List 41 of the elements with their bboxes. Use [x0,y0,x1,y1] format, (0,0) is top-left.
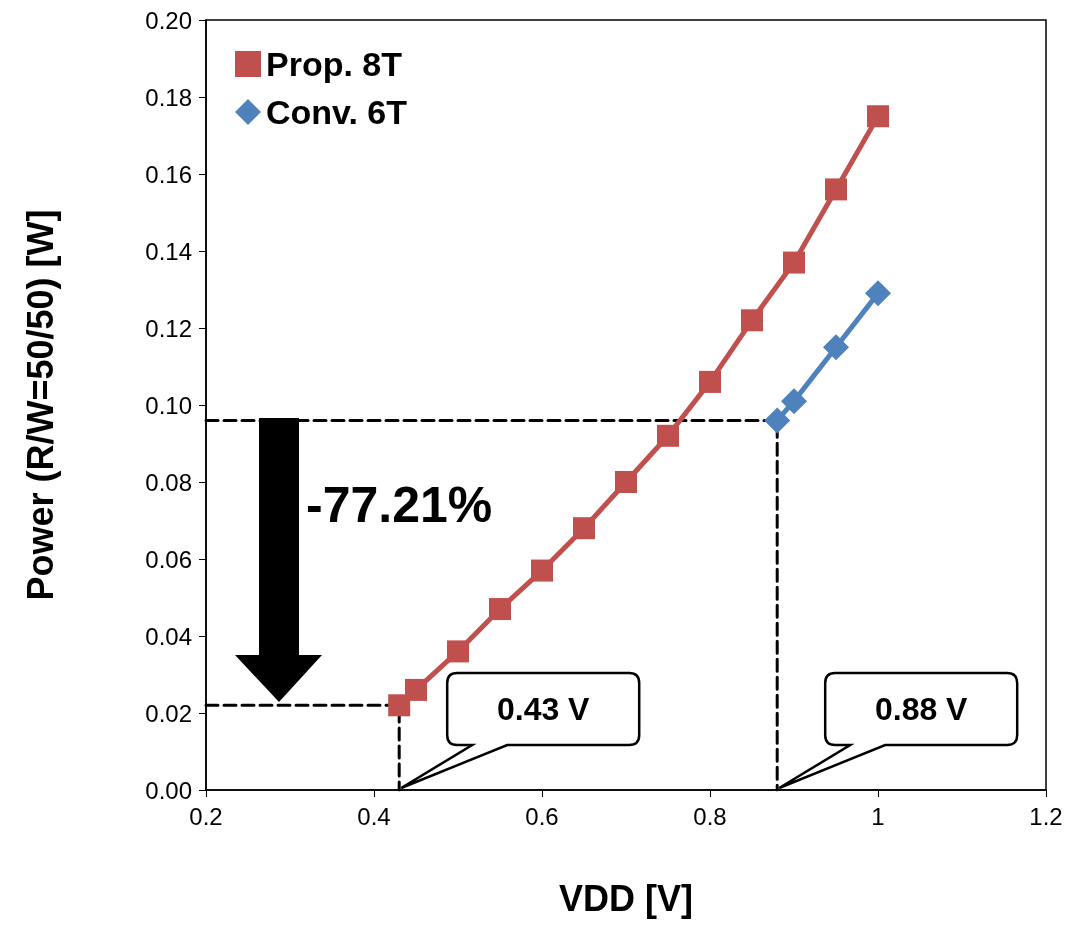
annotation: -77.21% [306,477,493,533]
point [405,678,427,701]
point [489,598,511,621]
y-axis-title: Power (R/W=50/50) [W] [19,209,61,601]
x-tick-label: 1 [871,802,885,830]
x-tick-label: 0.6 [525,802,559,830]
point [865,280,891,307]
y-tick-label: 0.14 [145,237,192,265]
point [867,105,889,128]
y-tick-label: 0.04 [145,622,192,650]
point [823,334,849,361]
point [531,559,553,582]
y-tick-label: 0.08 [145,468,192,496]
y-tick-label: 0.16 [145,160,192,188]
point [781,388,807,415]
point [615,471,637,493]
x-tick-label: 0.4 [357,802,391,830]
y-tick-label: 0.00 [145,776,192,804]
x-tick-label: 1.2 [1029,802,1063,830]
annotation: 0.43 V [496,691,591,727]
y-tick-label: 0.06 [145,545,192,573]
point [388,694,411,717]
annotation: 0.88 V [874,691,969,727]
y-tick-label: 0.02 [145,699,192,727]
point [783,251,805,274]
x-axis-title: VDD [V] [559,877,693,919]
y-tick-label: 0.18 [145,83,192,111]
point [764,407,791,434]
y-tick-label: 0.20 [145,6,192,34]
point [825,178,847,201]
point [741,309,763,332]
x-tick-label: 0.8 [693,802,727,830]
point [447,640,469,663]
x-tick-label: 0.2 [189,802,223,830]
legend-label: Conv. 6T [266,93,408,131]
point [573,517,595,540]
point [657,424,679,447]
y-tick-label: 0.10 [145,391,192,419]
legend-label: Prop. 8T [266,45,403,83]
y-tick-label: 0.12 [145,314,192,342]
point [699,370,721,393]
